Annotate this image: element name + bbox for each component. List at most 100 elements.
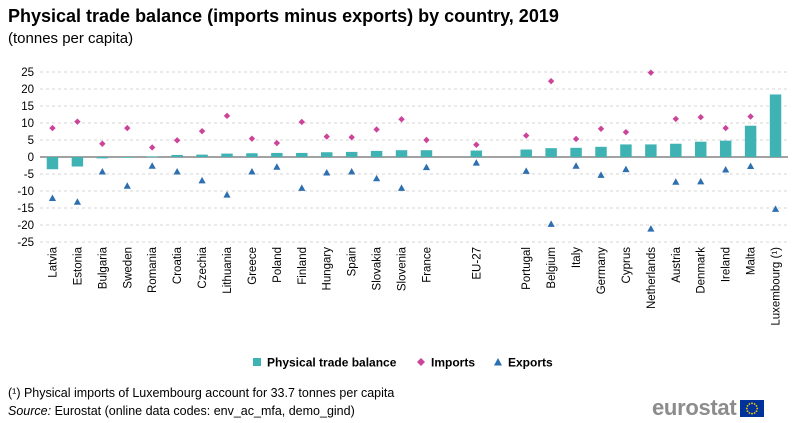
x-tick-label: Austria: [671, 246, 683, 282]
x-tick-label: Netherlands: [646, 247, 658, 309]
balance-bar: [271, 152, 283, 157]
balance-bar: [171, 154, 183, 157]
balance-bar: [719, 140, 732, 157]
footnote: (¹) Physical imports of Luxembourg accou…: [8, 386, 395, 400]
imports-marker: [373, 126, 380, 133]
imports-marker: [149, 144, 156, 151]
exports-marker: [248, 168, 256, 175]
y-tick-label: -20: [17, 220, 34, 232]
exports-marker: [547, 220, 555, 227]
y-tick-label: -25: [17, 237, 34, 249]
balance-bar: [395, 150, 408, 157]
imports-marker: [248, 135, 256, 142]
balance-bar: [345, 151, 358, 157]
imports-marker: [423, 136, 430, 144]
grid-layer: [40, 71, 788, 243]
exports-marker: [198, 176, 206, 184]
imports-marker: [572, 135, 580, 143]
x-tick-label: EU-27: [471, 247, 483, 280]
imports-marker: [747, 113, 754, 120]
x-tick-label: Spain: [347, 247, 359, 276]
source-line: Source: Eurostat (online data codes: env…: [8, 404, 355, 418]
exports-marker: [622, 165, 630, 173]
x-tick-label: Denmark: [696, 247, 708, 294]
balance-bar: [694, 141, 707, 157]
imports-marker: [323, 133, 330, 140]
imports-marker: [722, 124, 729, 132]
balance-bar: [470, 150, 483, 157]
imports-marker: [223, 112, 231, 120]
chart-subtitle: (tonnes per capita): [8, 30, 134, 47]
exports-marker: [422, 163, 431, 171]
source-label: Source:: [8, 404, 52, 418]
balance-bar: [370, 150, 383, 157]
exports-marker: [298, 184, 306, 191]
chart: -25 -20 -15 -10 -5 0 5 10 15 20 25 Latvia Estonia Bu…: [17, 67, 788, 370]
exports-marker: [373, 174, 381, 182]
balance-bar: [545, 148, 557, 157]
balance-bar: [670, 143, 682, 157]
balance-bar: [221, 153, 233, 157]
exports-marker: [472, 159, 480, 166]
exports-marker: [522, 167, 530, 174]
x-tick-label: Luxembourg (¹): [771, 247, 783, 326]
exports-marker: [323, 169, 331, 176]
x-tick-label: Slovenia: [397, 246, 409, 291]
imports-marker: [697, 114, 704, 121]
exports-marker: [173, 168, 181, 175]
exports-marker: [647, 225, 655, 232]
chart-title: Physical trade balance (imports minus ex…: [8, 6, 559, 26]
exports-marker: [597, 171, 605, 178]
balance-bar: [570, 147, 582, 157]
x-tick-label: Slovakia: [372, 246, 384, 290]
exports-marker: [273, 163, 281, 170]
legend-swatch-imports: [417, 358, 425, 366]
imports-marker: [597, 125, 605, 132]
x-tick-label: Bulgaria: [97, 246, 109, 289]
legend-swatch-balance: [253, 358, 261, 366]
exports-marker: [98, 168, 106, 175]
exports-marker: [73, 198, 81, 205]
imports-marker: [49, 124, 56, 132]
balance-bar: [121, 157, 134, 158]
x-tick-label: Greece: [247, 247, 259, 285]
legend-label: Physical trade balance: [267, 356, 397, 370]
imports-marker: [622, 128, 630, 136]
exports-marker: [697, 177, 705, 185]
markers: [48, 69, 780, 232]
legend: Physical trade balance Imports Exports: [253, 356, 553, 370]
eu-flag-icon: [740, 399, 765, 417]
x-tick-label: Sweden: [122, 247, 134, 289]
eurostat-logo: eurostat: [652, 395, 765, 420]
imports-marker: [124, 124, 131, 132]
imports-marker: [298, 118, 305, 126]
x-tick-label: Portugal: [521, 247, 533, 290]
imports-marker: [523, 132, 530, 139]
exports-marker: [223, 191, 231, 198]
imports-marker: [74, 118, 81, 125]
balance-bar: [620, 144, 632, 157]
imports-marker: [198, 127, 206, 135]
x-tick-label: Italy: [571, 247, 583, 268]
x-tick-label: Lithuania: [222, 246, 234, 293]
imports-marker: [473, 141, 480, 148]
legend-label: Imports: [431, 356, 475, 370]
balance-bar: [769, 94, 782, 157]
exports-marker: [397, 184, 406, 191]
y-axis: -25 -20 -15 -10 -5 0 5 10 15 20 25: [17, 67, 34, 249]
imports-marker: [99, 140, 106, 147]
y-tick-label: 25: [21, 67, 34, 79]
balance-bar: [71, 157, 84, 167]
balance-bar: [744, 125, 757, 157]
y-tick-label: -5: [24, 169, 34, 181]
x-tick-label: Estonia: [72, 246, 84, 285]
balance-bar: [595, 146, 607, 157]
x-tick-label: Finland: [297, 247, 309, 285]
x-tick-label: Romania: [147, 246, 159, 293]
exports-marker: [722, 165, 730, 173]
balance-bars: [46, 94, 782, 170]
balance-bar: [520, 149, 532, 157]
balance-bar: [246, 153, 258, 157]
exports-marker: [148, 162, 156, 169]
exports-marker: [572, 162, 580, 169]
